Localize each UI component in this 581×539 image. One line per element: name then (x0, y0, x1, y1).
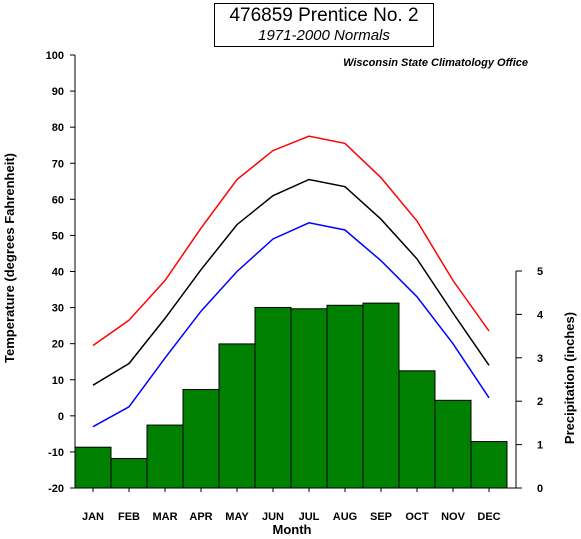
left-axis-title: Temperature (degrees Fahrenheit) (2, 153, 17, 363)
x-axis-ticks: JAN FEB MAR APR MAY JUN JUL AUG SEP OCT NOV DEC (82, 488, 501, 523)
x-tick-label-oct: OCT (405, 511, 429, 523)
right-tick-label: 5 (537, 266, 543, 278)
precipitation-bars (74, 302, 508, 489)
left-tick-label: 100 (46, 50, 64, 62)
title-box: 476859 Prentice No. 2 1971-2000 Normals (214, 3, 434, 47)
precip-bar-feb (110, 457, 148, 489)
precip-bar-oct (398, 370, 436, 489)
right-tick-label: 4 (537, 309, 544, 321)
left-tick-label: 20 (52, 339, 64, 351)
x-axis-title: Month (273, 522, 312, 537)
precip-bar-dec (470, 441, 508, 489)
temperature-lines (92, 135, 490, 428)
left-tick-label: 40 (52, 267, 64, 279)
x-tick-label-may: MAY (225, 511, 249, 523)
credit-label: Wisconsin State Climatology Office (343, 57, 528, 69)
precip-bar-jun (254, 306, 292, 489)
right-tick-label: 1 (537, 440, 543, 452)
left-tick-label: 50 (52, 230, 64, 242)
x-tick-label-apr: APR (189, 511, 212, 523)
precip-bar-jan (74, 446, 112, 489)
precip-bar-may (218, 343, 256, 489)
left-axis-ticks: -20 -10 0 10 20 30 40 50 60 70 80 90 100 (46, 50, 75, 495)
left-tick-label: 30 (52, 303, 64, 315)
temperature-line-blue (92, 222, 490, 428)
left-tick-label: 90 (52, 86, 64, 98)
temperature-line-red (92, 135, 490, 347)
precip-bar-mar (146, 424, 184, 489)
right-axis-ticks: 0 1 2 3 4 5 (516, 266, 544, 495)
right-tick-label: 0 (537, 483, 543, 495)
left-tick-label: -20 (48, 483, 64, 495)
x-tick-label-dec: DEC (477, 511, 500, 523)
chart-title: 476859 Prentice No. 2 (229, 5, 419, 26)
left-tick-label: -10 (48, 447, 64, 459)
x-tick-label-jun: JUN (262, 511, 284, 523)
precip-bar-aug (326, 304, 364, 489)
left-tick-label: 10 (52, 375, 64, 387)
precip-bar-apr (182, 388, 220, 489)
x-tick-label-sep: SEP (370, 511, 392, 523)
left-tick-label: 60 (52, 194, 64, 206)
x-tick-label-nov: NOV (441, 511, 466, 523)
x-tick-label-mar: MAR (152, 511, 177, 523)
right-axis-title: Precipitation (inches) (562, 312, 577, 444)
x-tick-label-jan: JAN (82, 511, 104, 523)
x-tick-label-jul: JUL (299, 511, 320, 523)
precip-bar-sep (362, 302, 400, 489)
chart-subtitle: 1971-2000 Normals (258, 27, 390, 44)
temperature-line-black (92, 178, 490, 386)
right-tick-label: 3 (537, 353, 543, 365)
right-tick-label: 2 (537, 396, 543, 408)
x-tick-label-feb: FEB (118, 511, 140, 523)
x-tick-label-aug: AUG (333, 511, 357, 523)
left-tick-label: 80 (52, 122, 64, 134)
left-tick-label: 70 (52, 158, 64, 170)
precip-bar-jul (290, 308, 328, 489)
left-tick-label: 0 (58, 411, 64, 423)
precip-bar-nov (434, 399, 472, 489)
